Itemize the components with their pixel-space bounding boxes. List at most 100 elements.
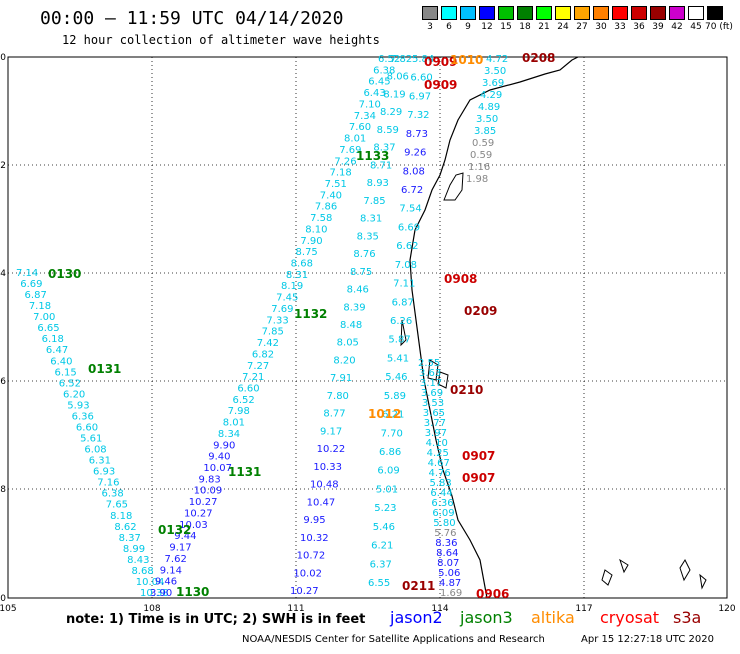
wave-height-label: 6.60 xyxy=(410,73,432,84)
wave-height-label: 7.51 xyxy=(325,179,347,190)
wave-height-label: 4.87 xyxy=(439,578,461,589)
wave-height-label: 8.06 xyxy=(387,72,409,83)
wave-height-label: 10.02 xyxy=(293,568,322,579)
longitude-label: 120 xyxy=(718,604,735,614)
wave-height-label: 7.90 xyxy=(300,236,322,247)
wave-height-label: 6.86 xyxy=(379,447,401,458)
color-scale-label: 70 (ft) xyxy=(705,22,733,32)
legend-item-jason3: jason3 xyxy=(460,608,513,627)
wave-height-label: 8.77 xyxy=(323,409,345,420)
wave-height-label: 3.50 xyxy=(476,114,498,125)
wave-height-label: 8.19 xyxy=(383,89,405,100)
legend-item-s3a: s3a xyxy=(673,608,702,627)
wave-height-label: 5.46 xyxy=(373,522,395,533)
color-scale-swatch xyxy=(517,6,533,20)
note-text: note: 1) Time is in UTC; 2) SWH is in fe… xyxy=(66,612,366,627)
latitude-label: 24 xyxy=(0,269,6,279)
wave-height-label: 6.52 xyxy=(232,395,254,406)
color-scale-swatch xyxy=(536,6,552,20)
overpass-time-label: 0908 xyxy=(444,272,477,286)
wave-height-label: 7.65 xyxy=(106,500,128,511)
wave-height-label: 6.21 xyxy=(371,541,393,552)
longitude-label: 105 xyxy=(0,604,17,614)
wave-height-label: 7.45 xyxy=(276,293,298,304)
wave-height-label: 6.47 xyxy=(46,345,68,356)
wave-height-label: 10.07 xyxy=(203,463,232,474)
wave-height-label: 6.26 xyxy=(390,316,412,327)
latitude-label: 30 xyxy=(0,594,6,604)
wave-height-label: 6.18 xyxy=(42,334,64,345)
wave-height-label: 3.77 xyxy=(424,418,446,429)
wave-height-label: 7.86 xyxy=(315,202,337,213)
overpass-time-label: 1132 xyxy=(294,307,327,321)
overpass-time-label: 0209 xyxy=(464,304,497,318)
overpass-time-label: 1012 xyxy=(368,407,401,421)
overpass-time-label: 0909 xyxy=(424,55,457,69)
wave-height-label: 6.87 xyxy=(392,297,414,308)
longitude-label: 111 xyxy=(287,604,304,614)
wave-height-label: 7.16 xyxy=(97,478,119,489)
color-scale-swatch xyxy=(574,6,590,20)
color-scale-swatch xyxy=(441,6,457,20)
wave-height-label: 3.97 xyxy=(425,428,447,439)
wave-height-label: 8.75 xyxy=(350,267,372,278)
color-scale-swatch xyxy=(707,6,723,20)
wave-height-label: 7.80 xyxy=(327,391,349,402)
wave-height-label: 8.10 xyxy=(305,224,327,235)
lat-lon-grid: 20 22 24 26 28 30105 108 111 114 117 120 xyxy=(0,53,736,614)
wave-height-label: 5.23 xyxy=(374,503,396,514)
overpass-time-label: 0130 xyxy=(48,267,81,281)
wave-height-label: 7.27 xyxy=(247,361,269,372)
wave-height-label: 8.46 xyxy=(347,285,369,296)
color-scale-swatch xyxy=(612,6,628,20)
latitude-label: 26 xyxy=(0,377,6,387)
latitude-label: 20 xyxy=(0,53,6,63)
wave-height-label: 8.19 xyxy=(281,281,303,292)
overpass-time-label: 0211 xyxy=(402,579,435,593)
wave-height-label: 9.95 xyxy=(303,515,325,526)
wave-height-label: 5.06 xyxy=(438,568,460,579)
wave-height-label: 8.07 xyxy=(437,558,459,569)
wave-height-label: 8.73 xyxy=(406,129,428,140)
wave-height-label: 8.71 xyxy=(370,160,392,171)
wave-height-label: 10.33 xyxy=(313,462,342,473)
wave-height-label: 6.62 xyxy=(396,241,418,252)
wave-height-label: 6.37 xyxy=(370,559,392,570)
wave-height-label: 5.01 xyxy=(376,484,398,495)
longitude-label: 108 xyxy=(143,604,160,614)
color-scale-label: 6 xyxy=(446,22,452,32)
color-scale-label: 18 xyxy=(519,22,531,32)
wave-height-label: 7.42 xyxy=(257,338,279,349)
wave-height-label: 6.20 xyxy=(63,389,85,400)
wave-height-label: 7.58 xyxy=(310,213,332,224)
color-scale-swatch xyxy=(669,6,685,20)
wave-height-label: 5.76 xyxy=(434,528,456,539)
wave-height-label: 10.27 xyxy=(189,497,218,508)
footer-timestamp: Apr 15 12:27:18 UTC 2020 xyxy=(581,634,714,645)
wave-height-label: 6.69 xyxy=(20,279,42,290)
wave-height-label: 9.26 xyxy=(404,148,426,159)
color-scale-swatch xyxy=(422,6,438,20)
wave-height-label: 5.84 xyxy=(412,54,434,65)
wave-height-label: 6.52 xyxy=(59,378,81,389)
color-scale-label: 15 xyxy=(500,22,512,32)
wave-height-label: 6.82 xyxy=(252,349,274,360)
wave-height-label: 6.36 xyxy=(72,411,94,422)
wave-height-label: 9.17 xyxy=(169,543,191,554)
wave-height-label: 8.35 xyxy=(357,231,379,242)
wave-height-label: 7.40 xyxy=(320,190,342,201)
wave-height-label: 8.37 xyxy=(119,533,141,544)
latitude-label: 22 xyxy=(0,161,6,171)
overpass-time-label: 0909 xyxy=(424,78,457,92)
wave-height-label: 10.09 xyxy=(194,486,223,497)
wave-height-label: 7.34 xyxy=(354,111,376,122)
longitude-label: 114 xyxy=(431,604,448,614)
wave-labels: 7.146.696.877.187.006.656.186.476.406.15… xyxy=(16,51,555,601)
overpass-time-label: 1133 xyxy=(356,149,389,163)
wave-height-label: 10.27 xyxy=(184,508,213,519)
wave-height-label: 6.09 xyxy=(432,508,454,519)
wave-height-label: 8.48 xyxy=(340,320,362,331)
color-scale-swatch xyxy=(688,6,704,20)
